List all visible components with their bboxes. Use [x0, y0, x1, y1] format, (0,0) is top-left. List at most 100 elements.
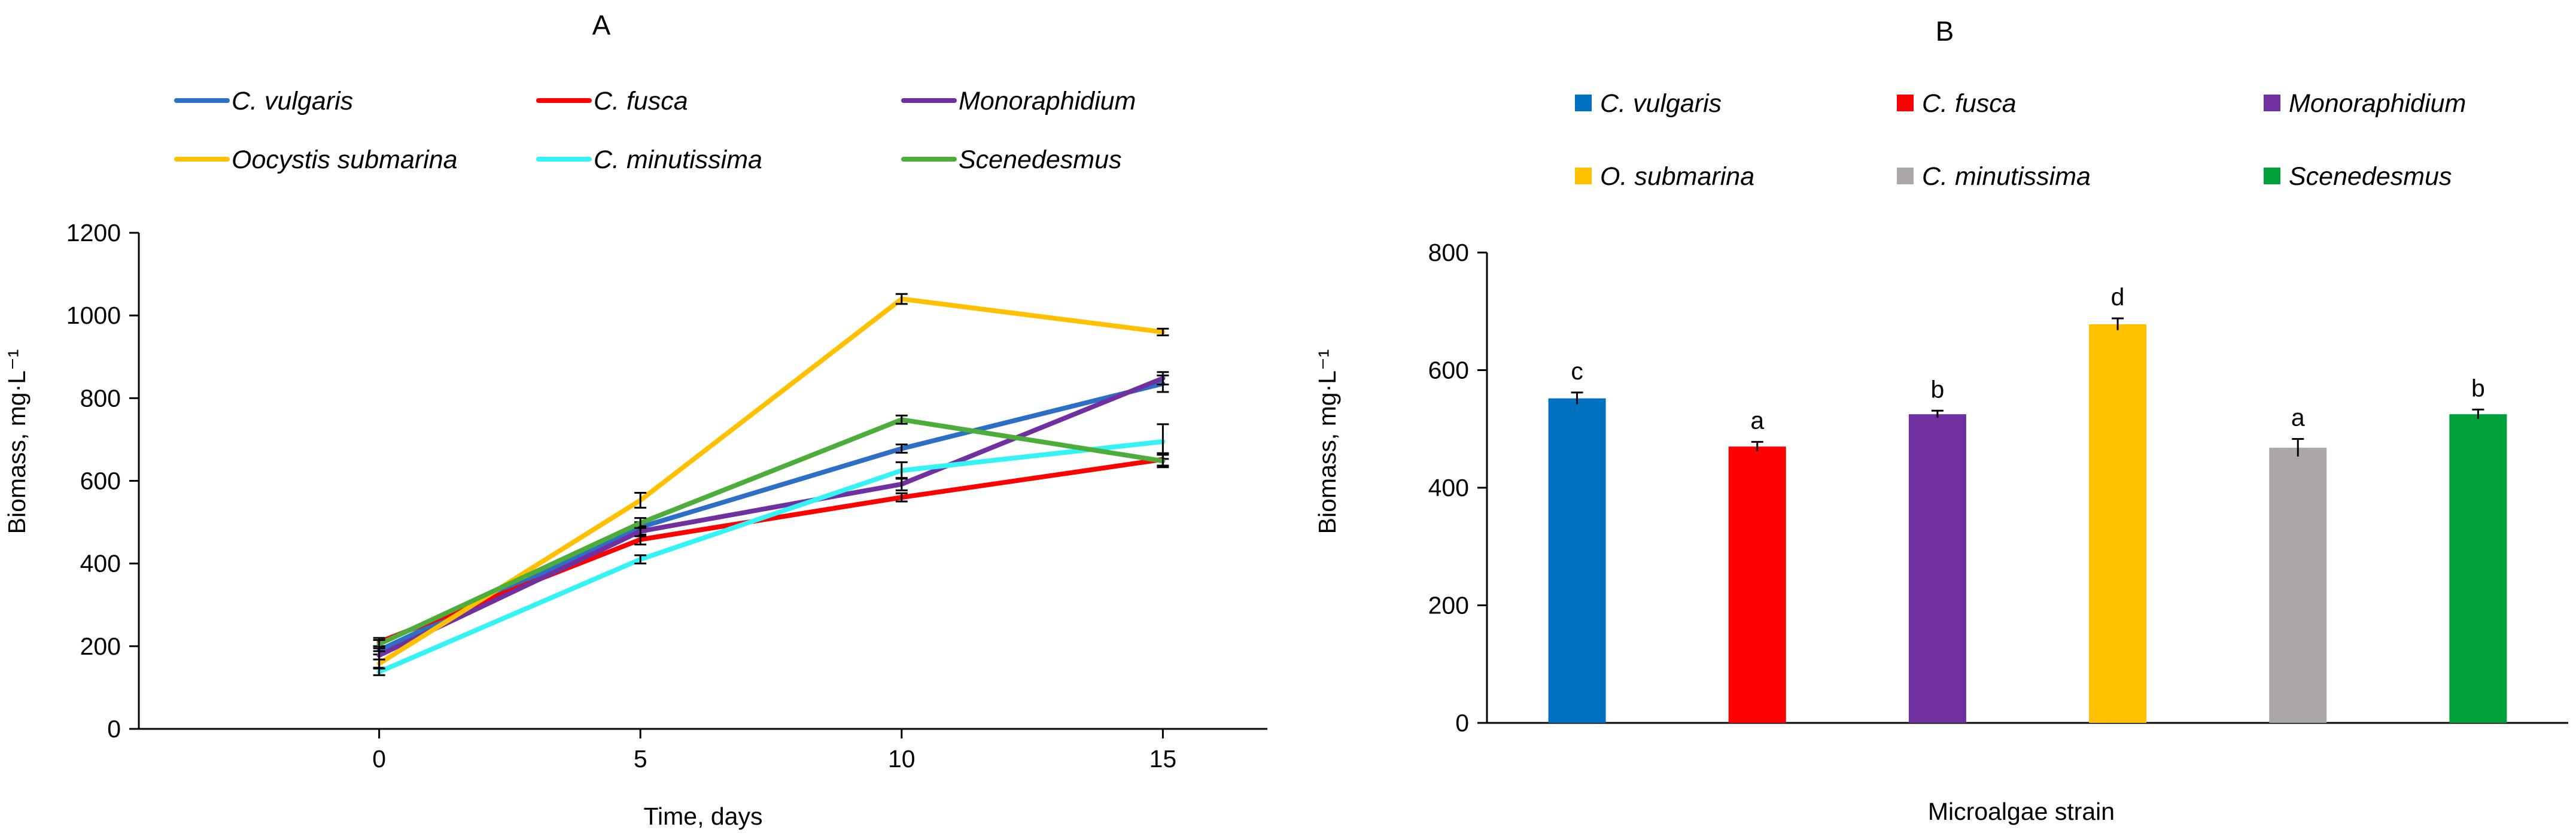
legend-swatch: [1575, 95, 1592, 111]
legend-item-monoraphidium: Monoraphidium: [901, 87, 1136, 115]
error-bar: [1157, 327, 1169, 336]
legend-label: Scenedesmus: [959, 145, 1122, 174]
legend-label: Monoraphidium: [959, 87, 1136, 115]
bar-c-minutissima: [2269, 448, 2327, 723]
bar-group-c-vulgaris: c: [1548, 357, 1606, 723]
legend-label: C. vulgaris: [232, 87, 353, 115]
bar-group-c-minutissima: a: [2269, 403, 2327, 723]
series-line-monoraphidium: [376, 376, 1166, 658]
panel-a-y-tick-label: 200: [80, 633, 121, 660]
error-bar: [895, 293, 908, 305]
panel-a-y-tick-label: 800: [80, 384, 121, 412]
bar-o-submarina: [2089, 324, 2147, 723]
significance-label: c: [1571, 357, 1583, 385]
bar-group-o-submarina: d: [2089, 283, 2147, 723]
panel-a-x-axis-title: Time, days: [644, 802, 763, 830]
panel-a-x-tick-label: 5: [634, 745, 647, 773]
error-bar: [634, 492, 647, 509]
panel-b-bars: c a b d a b: [1548, 283, 2507, 723]
series-line-c-minutissima: [376, 439, 1166, 674]
bar-c-vulgaris: [1548, 398, 1606, 723]
panel-a-x-tick-label: 15: [1149, 745, 1177, 773]
legend-label: C. minutissima: [594, 145, 762, 174]
panel-b-title: B: [1936, 16, 1954, 47]
legend-label: Scenedesmus: [2289, 162, 2452, 191]
error-bar: [895, 461, 908, 480]
error-bar: [895, 492, 908, 503]
bar-group-c-fusca: a: [1728, 406, 1786, 723]
panel-a-axes: 0 200 400 600 800 1000 1200 0 5 10 15: [66, 219, 1267, 773]
error-bar: [373, 639, 385, 649]
significance-label: b: [1931, 375, 1945, 403]
panel-b-bar-chart: B C. vulgaris C. fusca Monoraphidium O. sub…: [1313, 16, 2568, 825]
series-scenedesmus: [373, 414, 1169, 649]
error-bar: [634, 554, 647, 565]
legend-swatch: [1897, 95, 1914, 111]
legend-item-c-vulgaris: C. vulgaris: [1575, 89, 1722, 118]
panel-a-x-tick-label: 0: [372, 745, 386, 773]
panel-b-y-tick-label: 0: [1455, 709, 1469, 737]
legend-item-oocystis-submarina: Oocystis submarina: [174, 145, 458, 174]
bar-monoraphidium: [1908, 414, 1966, 723]
significance-label: d: [2111, 283, 2125, 311]
panel-a-line-chart: A C. vulgaris C. fusca Monoraphidium Oocyst…: [3, 10, 1267, 830]
series-c-fusca: [373, 452, 1169, 648]
panel-b-axes: 0 200 400 600 800: [1428, 239, 2568, 737]
error-bar: [895, 414, 908, 425]
bar-group-monoraphidium: b: [1908, 375, 1966, 723]
legend-label: O. submarina: [1600, 162, 1754, 191]
legend-label: C. vulgaris: [1600, 89, 1722, 118]
panel-b-y-tick-label: 400: [1428, 474, 1469, 501]
legend-swatch: [1897, 168, 1914, 184]
panel-a-y-tick-label: 400: [80, 550, 121, 577]
legend-item-scenedesmus: Scenedesmus: [2264, 162, 2452, 191]
panel-a-y-tick-label: 1200: [66, 219, 121, 247]
panel-b-y-tick-label: 200: [1428, 592, 1469, 619]
series-c-minutissima: [373, 423, 1169, 676]
panel-a-title: A: [592, 10, 611, 41]
legend-swatch: [2264, 95, 2280, 111]
panel-b-y-tick-label: 800: [1428, 239, 1469, 266]
error-bar: [373, 667, 385, 676]
legend-item-scenedesmus: Scenedesmus: [901, 145, 1122, 174]
panel-b-legend: C. vulgaris C. fusca Monoraphidium O. subma…: [1575, 89, 2466, 191]
panel-b-x-axis-title: Microalgae strain: [1928, 798, 2115, 825]
legend-item-c-fusca: C. fusca: [536, 87, 688, 115]
legend-item-c-minutissima: C. minutissima: [1897, 162, 2091, 191]
series-line-oocystis-submarina: [376, 296, 1166, 666]
significance-label: a: [2291, 403, 2305, 431]
legend-item-c-fusca: C. fusca: [1897, 89, 2017, 118]
legend-item-c-minutissima: C. minutissima: [536, 145, 762, 174]
panel-a-y-tick-label: 0: [107, 715, 121, 743]
legend-item-o-submarina: O. submarina: [1575, 162, 1754, 191]
significance-label: b: [2471, 374, 2485, 402]
error-bar: [1157, 371, 1169, 386]
error-bar: [634, 517, 647, 529]
legend-item-c-vulgaris: C. vulgaris: [174, 87, 353, 115]
series-line-scenedesmus: [376, 417, 1166, 647]
legend-label: C. minutissima: [1922, 162, 2091, 191]
panel-b-y-tick-label: 600: [1428, 357, 1469, 384]
legend-swatch: [1575, 168, 1592, 184]
panel-a-x-tick-label: 10: [888, 745, 916, 773]
bar-c-fusca: [1728, 446, 1786, 723]
panel-a-y-axis-title: Biomass, mg·L⁻¹: [3, 349, 31, 534]
panel-b-y-axis-title: Biomass, mg·L⁻¹: [1313, 349, 1341, 534]
significance-label: a: [1750, 406, 1764, 434]
panel-a-y-tick-label: 600: [80, 467, 121, 495]
legend-label: C. fusca: [594, 87, 688, 115]
panel-a-series: [373, 293, 1169, 676]
legend-label: Oocystis submarina: [232, 145, 458, 174]
legend-swatch: [2264, 168, 2280, 184]
series-oocystis-submarina: [373, 293, 1169, 669]
legend-label: C. fusca: [1922, 89, 2017, 118]
legend-item-monoraphidium: Monoraphidium: [2264, 89, 2466, 118]
error-bar: [895, 443, 908, 454]
error-bar: [1157, 454, 1169, 469]
panel-a-y-tick-label: 1000: [66, 302, 121, 329]
bar-scenedesmus: [2449, 414, 2507, 723]
panel-a-legend: C. vulgaris C. fusca Monoraphidium Oocystis…: [174, 87, 1136, 174]
legend-label: Monoraphidium: [2289, 89, 2466, 118]
bar-group-scenedesmus: b: [2449, 374, 2507, 723]
